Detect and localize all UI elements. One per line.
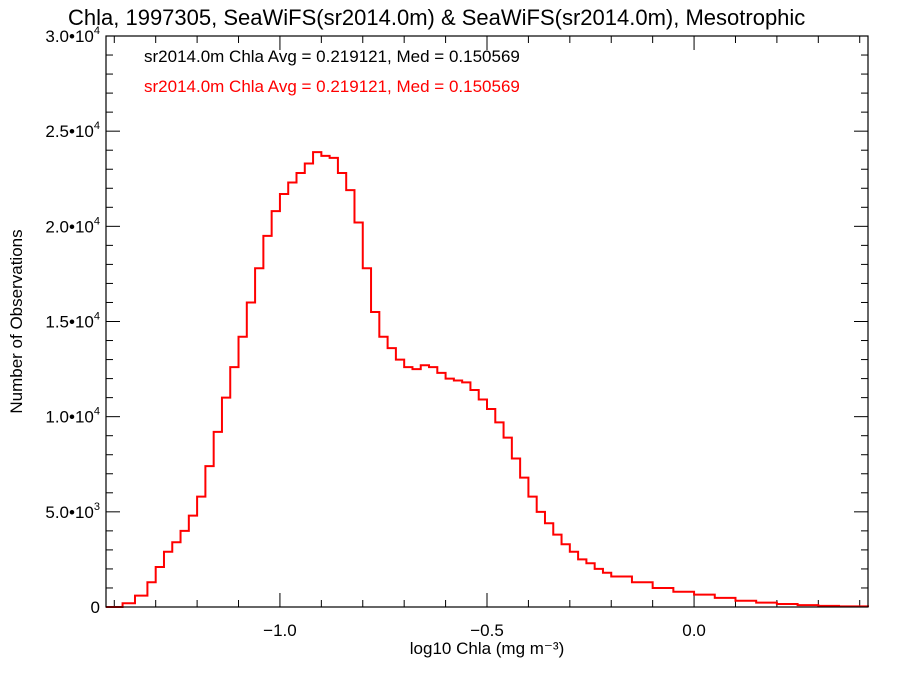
- series-layer: [106, 151, 869, 608]
- tick-labels: −1.0 −0.5 0.0 0 5.0•103 1.0•104 1.5•104 2.0•104…: [45, 25, 706, 640]
- stat-annotations: sr2014.0m Chla Avg = 0.219121, Med = 0.1…: [144, 47, 520, 96]
- y-tick-label: 2.0•104: [45, 215, 100, 236]
- y-tick-label: 1.5•104: [45, 311, 100, 332]
- x-tick-label: 0.0: [682, 621, 706, 640]
- stat-annotation: sr2014.0m Chla Avg = 0.219121, Med = 0.1…: [144, 47, 520, 66]
- series-line: [106, 151, 869, 608]
- y-tick-label: 1.0•104: [45, 406, 100, 427]
- x-tick-label: −1.0: [263, 621, 297, 640]
- y-tick-label: 0: [91, 598, 100, 617]
- x-tick-label: −0.5: [470, 621, 504, 640]
- x-axis-label: log10 Chla (mg m⁻³): [410, 639, 564, 658]
- stat-annotation: sr2014.0m Chla Avg = 0.219121, Med = 0.1…: [144, 77, 520, 96]
- y-tick-label: 2.5•104: [45, 120, 100, 141]
- y-tick-label: 5.0•103: [45, 501, 100, 522]
- plot-frame: [105, 35, 869, 608]
- axis-ticks: [106, 35, 868, 608]
- y-axis-label: Number of Observations: [7, 229, 26, 413]
- chart-title: Chla, 1997305, SeaWiFS(sr2014.0m) & SeaW…: [68, 5, 805, 30]
- y-tick-label: 3.0•104: [45, 25, 100, 46]
